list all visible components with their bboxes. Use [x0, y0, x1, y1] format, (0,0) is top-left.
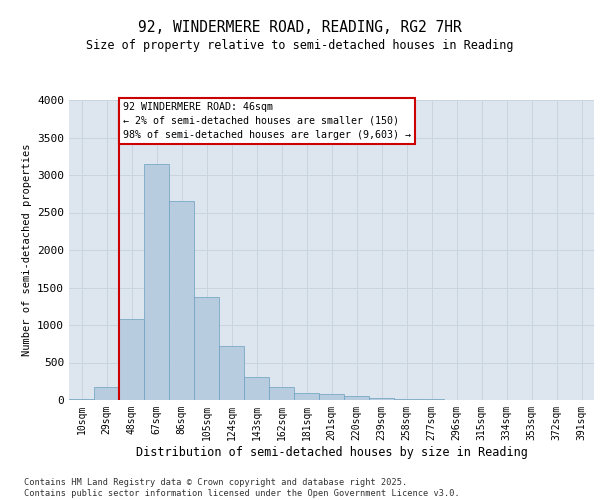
Bar	[269, 387, 294, 400]
Bar	[119, 320, 144, 400]
Text: Size of property relative to semi-detached houses in Reading: Size of property relative to semi-detach…	[86, 38, 514, 52]
Bar	[219, 346, 244, 400]
Bar	[394, 398, 419, 400]
Text: 92, WINDERMERE ROAD, READING, RG2 7HR: 92, WINDERMERE ROAD, READING, RG2 7HR	[138, 20, 462, 35]
Bar	[94, 387, 119, 400]
Bar	[369, 398, 394, 400]
Text: 92 WINDERMERE ROAD: 46sqm
← 2% of semi-detached houses are smaller (150)
98% of : 92 WINDERMERE ROAD: 46sqm ← 2% of semi-d…	[123, 102, 411, 140]
Bar	[244, 377, 269, 400]
Bar	[319, 394, 344, 400]
Bar	[169, 201, 194, 400]
Bar	[194, 297, 219, 400]
Bar	[344, 396, 369, 400]
Bar	[294, 392, 319, 400]
Bar	[69, 399, 94, 400]
X-axis label: Distribution of semi-detached houses by size in Reading: Distribution of semi-detached houses by …	[136, 446, 527, 458]
Text: Contains HM Land Registry data © Crown copyright and database right 2025.
Contai: Contains HM Land Registry data © Crown c…	[24, 478, 460, 498]
Y-axis label: Number of semi-detached properties: Number of semi-detached properties	[22, 144, 32, 356]
Bar	[419, 399, 444, 400]
Bar	[144, 164, 169, 400]
